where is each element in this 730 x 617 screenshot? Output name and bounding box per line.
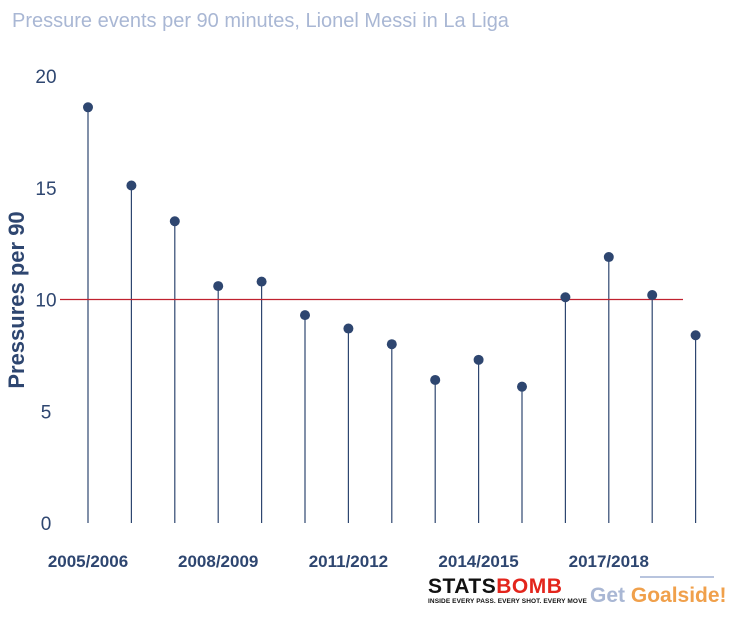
y-ticks: 0 5 10 15 20 <box>35 67 56 535</box>
x-tick-label: 2014/2015 <box>438 552 518 571</box>
chart-title: Pressure events per 90 minutes, Lionel M… <box>12 10 509 32</box>
y-tick-label: 20 <box>35 67 56 88</box>
stems <box>87 107 697 523</box>
goalside-get: Get <box>590 584 626 607</box>
point-2009/2010 <box>256 276 267 287</box>
y-tick-label: 15 <box>35 179 56 200</box>
point-2019/2020 <box>690 330 701 341</box>
statsbomb-tagline: INSIDE EVERY PASS. EVERY SHOT. EVERY MOV… <box>428 598 587 605</box>
point-2015/2016 <box>517 381 527 392</box>
goalside-name: Goalside! <box>630 584 727 607</box>
y-tick-label: 10 <box>35 291 56 312</box>
y-tick-label: 5 <box>41 402 52 423</box>
y-axis-label: Pressures per 90 <box>4 211 29 388</box>
data-points <box>83 102 701 392</box>
x-ticks: 2005/2006 2008/2009 2011/2012 2014/2015 2017… <box>48 552 649 571</box>
statsbomb-logo: STATSBOMB INSIDE EVERY PASS. EVERY SHOT.… <box>428 575 587 606</box>
point-2005/2006 <box>83 102 93 113</box>
x-tick-label: 2005/2006 <box>48 552 128 571</box>
point-2010/2011 <box>300 310 310 321</box>
point-2017/2018 <box>603 252 614 263</box>
point-2018/2019 <box>647 290 658 301</box>
point-2012/2013 <box>386 339 397 350</box>
point-2016/2017 <box>560 292 571 303</box>
statsbomb-wordmark-b: B <box>496 575 512 598</box>
y-tick-label: 0 <box>41 514 52 535</box>
x-tick-label: 2011/2012 <box>309 552 388 571</box>
point-2007/2008 <box>169 216 180 227</box>
point-2008/2009 <box>213 281 224 292</box>
goalside-divider <box>640 576 714 578</box>
point-2011/2012 <box>343 323 354 334</box>
goalside-logo: Get Goalside! <box>590 584 727 608</box>
x-tick-label: 2008/2009 <box>178 552 258 571</box>
statsbomb-wordmark-o: O <box>511 575 529 598</box>
point-2006/2007 <box>126 180 137 191</box>
point-2013/2014 <box>430 374 441 385</box>
statsbomb-wordmark-c: MB <box>528 575 563 598</box>
point-2014/2015 <box>473 354 484 365</box>
statsbomb-wordmark-a: STATS <box>428 575 497 598</box>
x-tick-label: 2017/2018 <box>569 552 649 571</box>
